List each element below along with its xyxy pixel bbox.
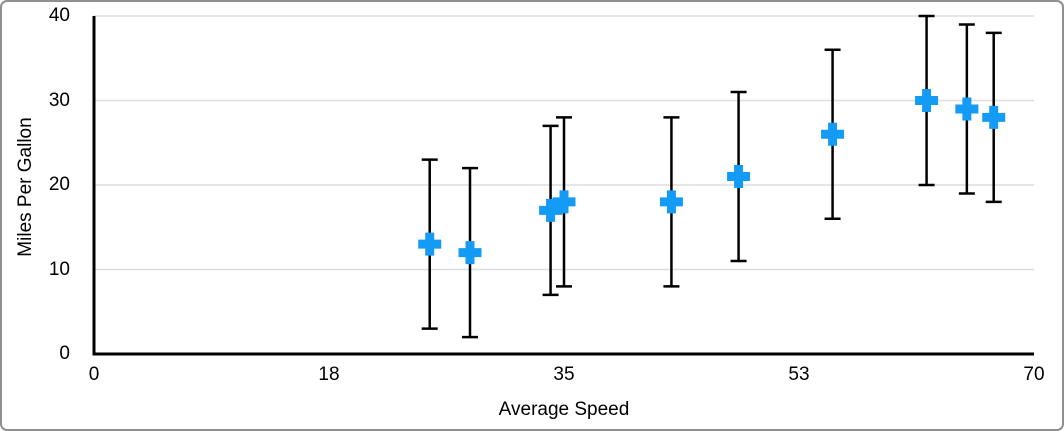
x-axis-tick-label: 53 bbox=[788, 364, 810, 385]
x-axis-tick-label: 0 bbox=[88, 364, 100, 385]
x-axis-title: Average Speed bbox=[498, 399, 630, 420]
y-axis-tick-label: 20 bbox=[48, 174, 70, 195]
y-axis-tick-label: 40 bbox=[48, 5, 70, 26]
scatter-marker bbox=[915, 89, 939, 112]
scatter-marker bbox=[659, 190, 683, 214]
x-axis-tick-label: 70 bbox=[1023, 364, 1045, 385]
y-axis-tick-label: 10 bbox=[48, 258, 70, 280]
scatter-marker bbox=[539, 198, 563, 222]
x-axis-tick-label: 35 bbox=[553, 364, 575, 385]
scatter-marker bbox=[458, 241, 482, 265]
scatter-marker bbox=[821, 122, 845, 146]
scatter-marker bbox=[727, 165, 751, 189]
y-axis-tick-label: 0 bbox=[59, 343, 70, 364]
x-axis-tick-label: 18 bbox=[318, 364, 340, 385]
scatter-marker bbox=[418, 232, 442, 256]
scatter-marker bbox=[982, 105, 1006, 129]
scatter-marker bbox=[552, 190, 576, 214]
y-axis-tick-label: 30 bbox=[48, 89, 70, 111]
scatter-marker bbox=[955, 97, 979, 121]
